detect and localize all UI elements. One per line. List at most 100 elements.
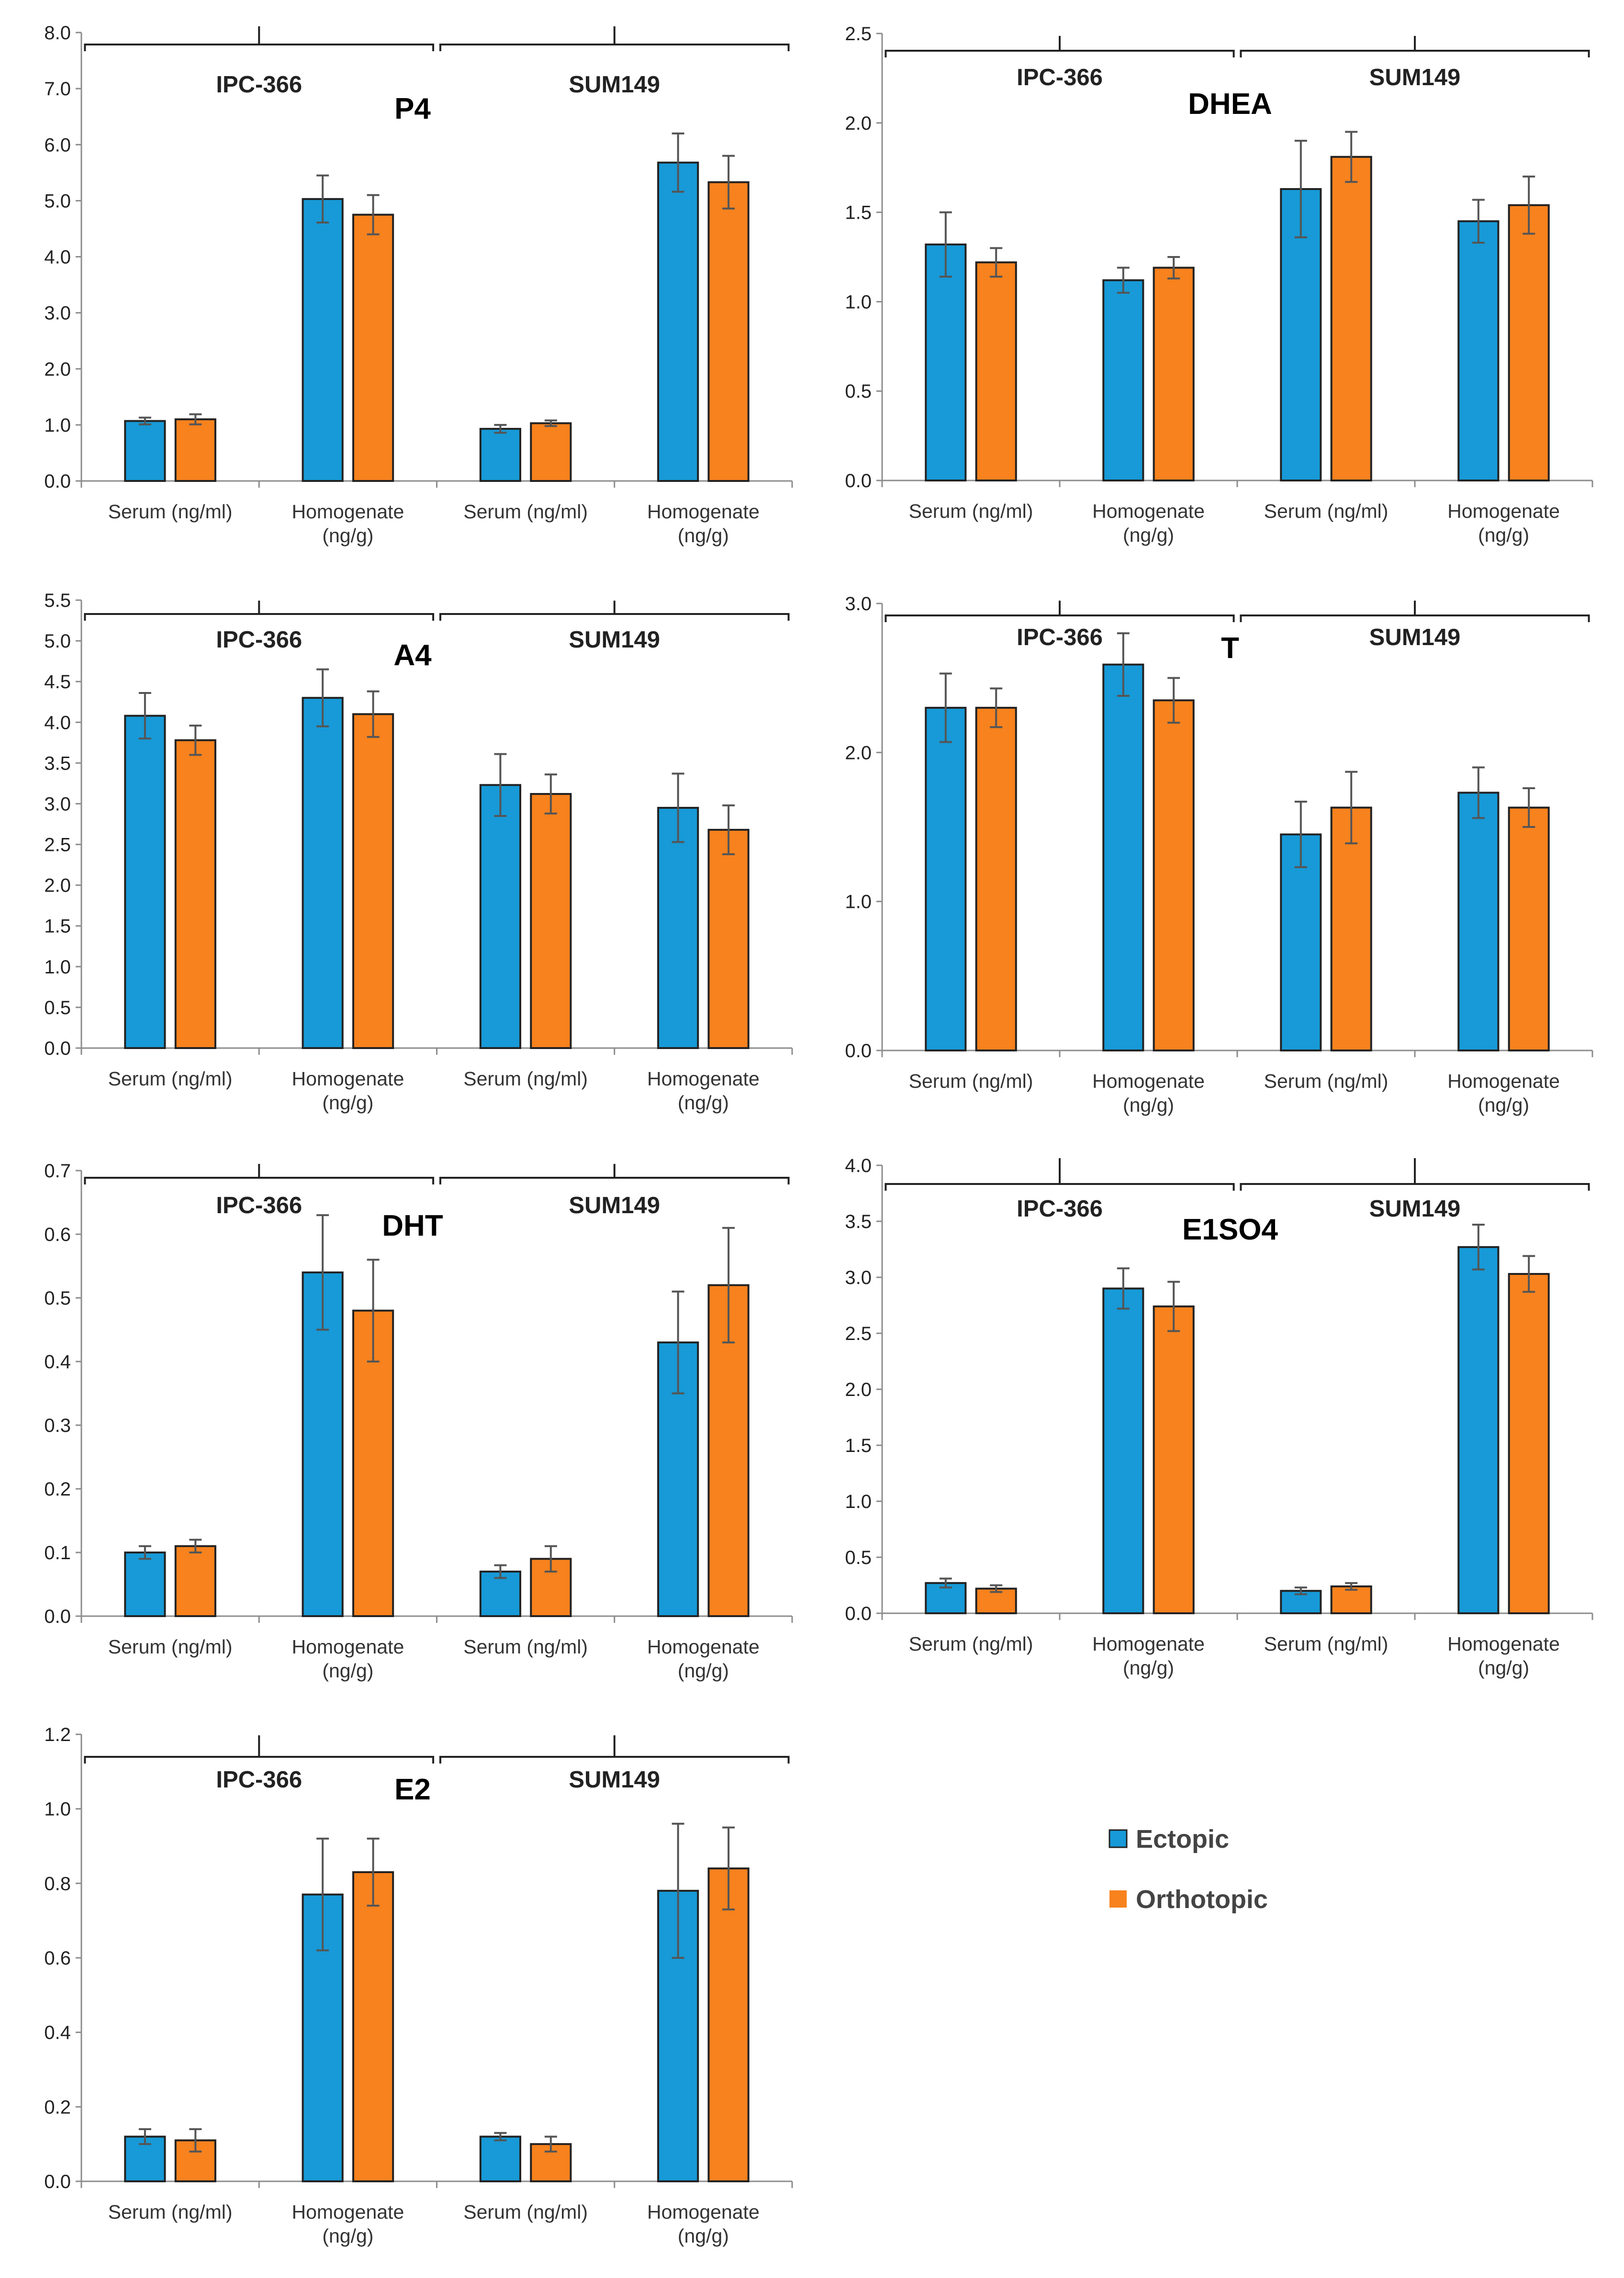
bar-orthotopic	[707, 181, 750, 482]
y-tick-label: 2.0	[845, 1379, 872, 1400]
bar-ectopic	[124, 420, 166, 482]
panel-dht: 0.0 0.1 0.2 0.3 0.4 0.5 0.6 0.7 Serum (ng/ml) Hom…	[44, 1161, 793, 1682]
bar-orthotopic	[174, 418, 216, 482]
bar-orthotopic	[1508, 1273, 1550, 1614]
category-label: (ng/g)	[322, 1092, 373, 1114]
chart-title-e1so4: E1SO4	[1182, 1213, 1278, 1246]
y-tick-label: 5.0	[44, 631, 71, 652]
y-tick-label: 5.5	[44, 590, 71, 611]
category-label: Homogenate	[647, 501, 760, 523]
category-label: (ng/g)	[1123, 1094, 1174, 1116]
panel-e1so4: 0.0 0.5 1.0 1.5 2.0 2.5 3.0 3.5 4.0 Serum (ng/ml)…	[845, 1155, 1593, 1679]
y-tick-label: 2.0	[44, 359, 71, 380]
y-tick-label: 0.4	[44, 1351, 71, 1373]
category-label: Homogenate	[291, 501, 404, 523]
y-tick-label: 8.0	[44, 22, 71, 44]
group-bracket-sum149	[439, 26, 790, 51]
group-label-sum149: SUM149	[1369, 625, 1461, 650]
bar-orthotopic	[352, 713, 394, 1049]
category-label: Serum (ng/ml)	[909, 1070, 1033, 1092]
bar-orthotopic	[530, 793, 572, 1049]
y-tick-label: 0.5	[44, 997, 71, 1018]
group-label-ipc-366: IPC-366	[1017, 1196, 1103, 1222]
category-label: (ng/g)	[1478, 1657, 1529, 1679]
bar-ectopic	[1102, 1287, 1144, 1614]
group-bracket-sum149	[1240, 601, 1590, 622]
category-label: Serum (ng/ml)	[463, 1068, 588, 1090]
bar-orthotopic	[975, 261, 1017, 481]
y-tick-label: 0.0	[845, 1603, 872, 1624]
y-tick-label: 0.6	[44, 1948, 71, 1969]
bar-ectopic	[657, 161, 699, 482]
bar-orthotopic	[1508, 204, 1550, 481]
y-tick-label: 3.0	[845, 1267, 872, 1288]
bar-orthotopic	[352, 213, 394, 482]
category-label: Serum (ng/ml)	[108, 1068, 233, 1090]
bar-ectopic	[657, 806, 699, 1049]
category-label: (ng/g)	[322, 1660, 373, 1682]
category-label: (ng/g)	[678, 525, 729, 547]
group-bracket-sum149	[1240, 1158, 1590, 1191]
bar-orthotopic	[352, 1871, 394, 2183]
legend-label-orthotopic: Orthotopic	[1136, 1885, 1268, 1914]
y-tick-label: 1.5	[845, 1435, 872, 1456]
category-label: Serum (ng/ml)	[463, 501, 588, 523]
group-label-ipc-366: IPC-366	[216, 627, 302, 653]
legend-swatch-orthotopic	[1109, 1890, 1127, 1908]
y-tick-label: 0.0	[44, 471, 71, 492]
category-label: Homogenate	[647, 1068, 760, 1090]
y-tick-label: 0.0	[845, 470, 872, 491]
bar-orthotopic	[975, 706, 1017, 1051]
panel-a4: 0.0 0.5 1.0 1.5 2.0 2.5 3.0 3.5 4.0 4.5 5.0 5.5 Seru…	[44, 590, 793, 1114]
y-tick-label: 2.0	[44, 875, 71, 896]
bar-ectopic	[302, 198, 344, 482]
category-label: (ng/g)	[678, 1092, 729, 1114]
y-tick-label: 0.1	[44, 1542, 71, 1563]
chart-title-dhea: DHEA	[1188, 88, 1272, 121]
category-label: (ng/g)	[678, 1660, 729, 1682]
bar-ectopic	[124, 715, 166, 1049]
group-label-sum149: SUM149	[1369, 65, 1461, 90]
legend: Ectopic Orthotopic	[1109, 1825, 1268, 1914]
y-tick-label: 2.5	[845, 23, 872, 45]
panel-e2: 0.0 0.2 0.4 0.6 0.8 1.0 1.2 Serum (ng/ml) Homoge…	[44, 1724, 793, 2247]
y-tick-label: 1.0	[845, 1491, 872, 1512]
y-tick-label: 0.2	[44, 1479, 71, 1500]
y-tick-label: 4.0	[845, 1155, 872, 1176]
category-label: (ng/g)	[678, 2225, 729, 2247]
category-label: Homogenate	[291, 1636, 404, 1658]
bar-ectopic	[925, 706, 967, 1051]
y-tick-label: 1.2	[44, 1724, 71, 1745]
chart-title-p4: P4	[394, 92, 431, 125]
category-label: Homogenate	[1092, 500, 1205, 522]
bar-orthotopic	[1508, 806, 1550, 1051]
category-label: Serum (ng/ml)	[909, 500, 1033, 522]
category-label: Serum (ng/ml)	[108, 2201, 233, 2223]
group-label-ipc-366: IPC-366	[216, 1767, 302, 1793]
group-bracket-sum149	[439, 1735, 790, 1764]
legend-label-ectopic: Ectopic	[1136, 1825, 1229, 1854]
category-label: Homogenate	[1447, 1070, 1560, 1092]
bar-ectopic	[1457, 220, 1500, 481]
category-label: Homogenate	[1447, 1633, 1560, 1655]
group-label-sum149: SUM149	[569, 1767, 660, 1793]
y-tick-label: 0.3	[44, 1415, 71, 1436]
category-label: Homogenate	[1092, 1633, 1205, 1655]
y-tick-label: 0.5	[845, 1547, 872, 1568]
category-label: (ng/g)	[1123, 524, 1174, 546]
y-tick-label: 3.0	[845, 593, 872, 614]
chart-title-dht: DHT	[382, 1209, 443, 1242]
y-tick-label: 1.0	[44, 1799, 71, 1820]
bar-orthotopic	[530, 422, 572, 482]
chart-title-e2: E2	[394, 1773, 431, 1806]
y-tick-label: 5.0	[44, 190, 71, 212]
y-tick-label: 4.0	[44, 712, 71, 733]
category-label: Homogenate	[1092, 1070, 1205, 1092]
chart-title-a4: A4	[393, 639, 432, 672]
bar-orthotopic	[707, 1867, 750, 2182]
y-tick-label: 0.5	[44, 1288, 71, 1309]
bar-ectopic	[302, 697, 344, 1049]
bar-ectopic	[925, 243, 967, 481]
group-label-ipc-366: IPC-366	[216, 72, 302, 98]
